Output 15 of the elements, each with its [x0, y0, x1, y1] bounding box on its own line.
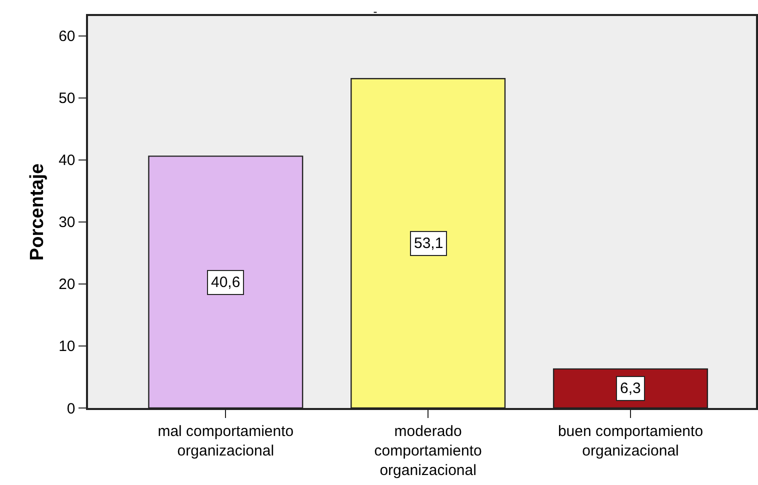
y-tick-label: 30 [58, 214, 76, 232]
y-tick-label: 0 [66, 400, 76, 418]
x-tick-label: moderado comportamiento organizacional [374, 422, 482, 479]
y-axis-title: Porcentaje [26, 163, 48, 261]
y-tick-label: 50 [58, 90, 76, 108]
y-tick-label: 10 [58, 338, 76, 356]
y-tick-label: 20 [58, 276, 76, 294]
x-tick-label: buen comportamiento organizacional [558, 422, 704, 460]
x-tick-label: mal comportamiento organizacional [158, 422, 294, 460]
chart-title: - [373, 4, 378, 19]
data-label: 6,3 [620, 380, 641, 397]
data-label: 40,6 [211, 274, 240, 291]
data-label: 53,1 [414, 235, 444, 252]
y-tick-label: 60 [58, 28, 76, 46]
y-tick-label: 40 [58, 152, 76, 170]
